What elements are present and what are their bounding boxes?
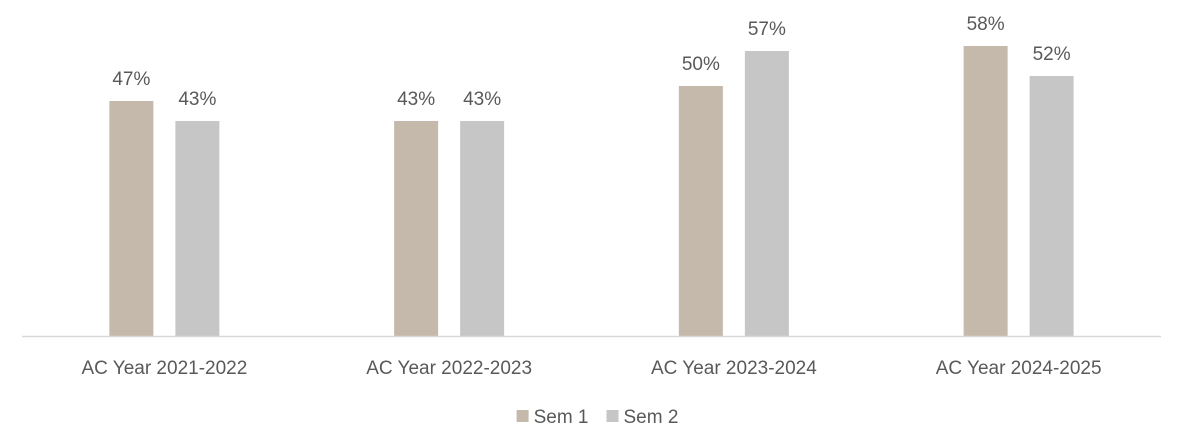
data-labels-layer: 47% 43% 43% 43% 50% 57% 58% 52% bbox=[112, 14, 1070, 110]
data-label-sem-2-1: 43% bbox=[178, 89, 216, 110]
legend: Sem 1 Sem 2 bbox=[516, 407, 679, 428]
legend-label-sem-1: Sem 1 bbox=[534, 407, 589, 428]
legend-item-sem-1: Sem 1 bbox=[516, 407, 589, 428]
bar-sem-2-2 bbox=[460, 121, 505, 336]
data-label-sem-2-3: 57% bbox=[748, 19, 786, 40]
bar-sem-1-3 bbox=[678, 86, 723, 336]
bar-sem-1-4 bbox=[963, 46, 1008, 336]
legend-item-sem-2: Sem 2 bbox=[606, 407, 679, 428]
data-label-sem-1-4: 58% bbox=[967, 14, 1005, 35]
x-tick-label-3: AC Year 2023-2024 bbox=[651, 358, 817, 379]
bar-sem-1-2 bbox=[394, 121, 439, 336]
bar-sem-1-1 bbox=[109, 101, 154, 336]
bars-layer bbox=[109, 46, 1074, 336]
x-tick-label-1: AC Year 2021-2022 bbox=[81, 358, 247, 379]
data-label-sem-1-2: 43% bbox=[397, 89, 435, 110]
x-tick-label-4: AC Year 2024-2025 bbox=[936, 358, 1102, 379]
legend-swatch-sem-1 bbox=[516, 410, 529, 422]
legend-label-sem-2: Sem 2 bbox=[624, 407, 679, 428]
legend-swatch-sem-2 bbox=[606, 410, 619, 422]
data-label-sem-1-3: 50% bbox=[682, 54, 720, 75]
x-tick-label-2: AC Year 2022-2023 bbox=[366, 358, 532, 379]
x-tick-labels: AC Year 2021-2022 AC Year 2022-2023 AC Yea… bbox=[81, 358, 1101, 379]
data-label-sem-2-2: 43% bbox=[463, 89, 501, 110]
bar-sem-2-3 bbox=[744, 51, 789, 336]
bar-sem-2-4 bbox=[1029, 76, 1074, 336]
bar-sem-2-1 bbox=[175, 121, 220, 336]
data-label-sem-1-1: 47% bbox=[112, 69, 150, 90]
data-label-sem-2-4: 52% bbox=[1033, 44, 1071, 65]
